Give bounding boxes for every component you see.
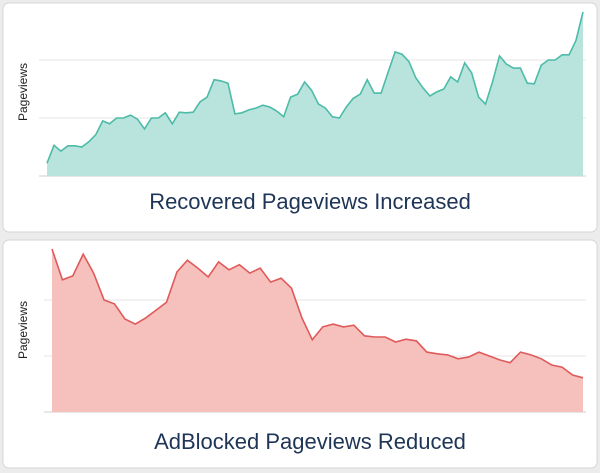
area xyxy=(52,249,583,412)
chart-title: AdBlocked Pageviews Reduced xyxy=(154,429,466,454)
line xyxy=(51,248,584,379)
y-axis-label: Pageviews xyxy=(16,301,30,359)
line xyxy=(46,11,584,164)
chart-title: Recovered Pageviews Increased xyxy=(149,189,471,214)
area xyxy=(47,11,583,177)
y-axis-label: Pageviews xyxy=(16,63,30,121)
